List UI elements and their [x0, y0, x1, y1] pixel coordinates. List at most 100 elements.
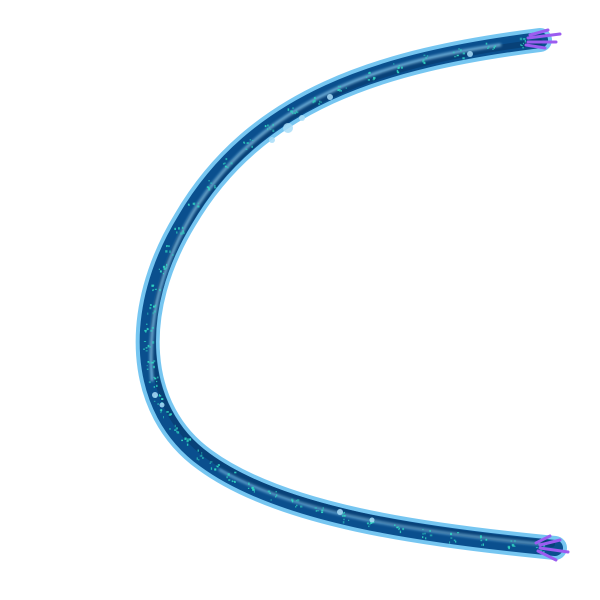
speckle	[158, 395, 162, 397]
speckle	[147, 312, 149, 315]
speckle	[223, 162, 226, 164]
speckle	[542, 551, 545, 553]
speckle	[369, 523, 371, 526]
speckle	[153, 386, 155, 388]
speckle	[397, 71, 400, 74]
speckle	[267, 490, 271, 493]
speckle	[157, 403, 159, 405]
speckle	[160, 411, 162, 414]
arc-bubbles	[152, 51, 473, 523]
speckle	[227, 166, 229, 169]
speckle	[520, 45, 523, 47]
speckle	[450, 537, 453, 539]
speckle	[169, 413, 172, 416]
speckle	[538, 542, 541, 545]
speckle	[251, 145, 253, 148]
speckle	[156, 384, 158, 387]
speckle	[228, 479, 231, 481]
speckle	[397, 526, 400, 528]
speckle	[231, 480, 234, 483]
speckle	[314, 507, 317, 509]
speckle	[368, 525, 370, 528]
speckle	[224, 165, 227, 168]
speckle	[209, 462, 211, 464]
speckle	[318, 103, 321, 105]
speckle	[290, 110, 293, 113]
speckle	[166, 266, 168, 269]
speckle	[452, 51, 455, 54]
speckle	[181, 226, 184, 229]
speckle	[246, 142, 249, 144]
speckle	[143, 341, 147, 342]
speckle	[214, 468, 217, 471]
speckle	[251, 140, 254, 142]
speckle	[425, 57, 427, 60]
arc-highlight-lower	[218, 468, 542, 546]
speckle	[145, 347, 148, 349]
speckle	[523, 38, 526, 40]
speckle	[189, 438, 192, 441]
speckle	[182, 230, 184, 233]
speckle	[485, 42, 488, 45]
speckle	[146, 323, 148, 325]
speckle	[296, 111, 299, 114]
speckle	[197, 205, 200, 208]
speckle	[152, 341, 155, 344]
speckle	[152, 365, 155, 369]
speckle	[275, 491, 277, 493]
speckle	[147, 344, 150, 348]
speckle	[522, 42, 525, 45]
speckle	[234, 471, 237, 474]
speckle	[524, 40, 526, 43]
speckle	[149, 304, 152, 306]
speckle	[166, 411, 169, 413]
speckle	[340, 90, 342, 92]
speckle	[153, 376, 156, 378]
speckle	[161, 398, 164, 400]
speckle	[317, 510, 319, 512]
speckle	[426, 55, 429, 57]
speckle	[180, 232, 183, 235]
speckle	[169, 250, 171, 253]
speckle	[394, 524, 396, 526]
speckle	[485, 538, 488, 541]
speckle	[149, 346, 151, 348]
speckle	[214, 187, 217, 189]
speckle	[153, 310, 156, 313]
speckle	[251, 486, 254, 489]
arc-body	[139, 32, 563, 556]
speckle	[159, 394, 161, 396]
speckle	[154, 288, 157, 290]
speckle	[208, 180, 210, 182]
speckle	[197, 202, 199, 204]
speckle	[267, 128, 269, 131]
speckle	[295, 506, 297, 508]
speckle	[152, 289, 154, 292]
speckle	[153, 284, 155, 286]
speckle	[343, 511, 345, 514]
speckle	[370, 521, 373, 524]
speckle	[348, 519, 350, 521]
speckle	[488, 45, 490, 49]
speckle	[320, 101, 323, 103]
speckle	[150, 329, 153, 332]
speckle	[196, 457, 198, 460]
speckle	[245, 148, 248, 150]
speckle	[192, 202, 195, 205]
speckle	[479, 535, 482, 537]
speckle	[398, 65, 401, 67]
speckle	[163, 416, 164, 419]
speckle	[147, 328, 149, 330]
speckle	[396, 69, 399, 73]
speckle	[423, 61, 426, 64]
speckle	[492, 48, 494, 50]
speckle	[337, 85, 340, 88]
speckle	[167, 245, 170, 247]
speckle	[321, 509, 323, 511]
speckle	[214, 185, 216, 187]
speckle	[480, 539, 483, 542]
speckle	[429, 530, 431, 532]
speckle	[202, 457, 204, 459]
speckle	[151, 327, 154, 329]
